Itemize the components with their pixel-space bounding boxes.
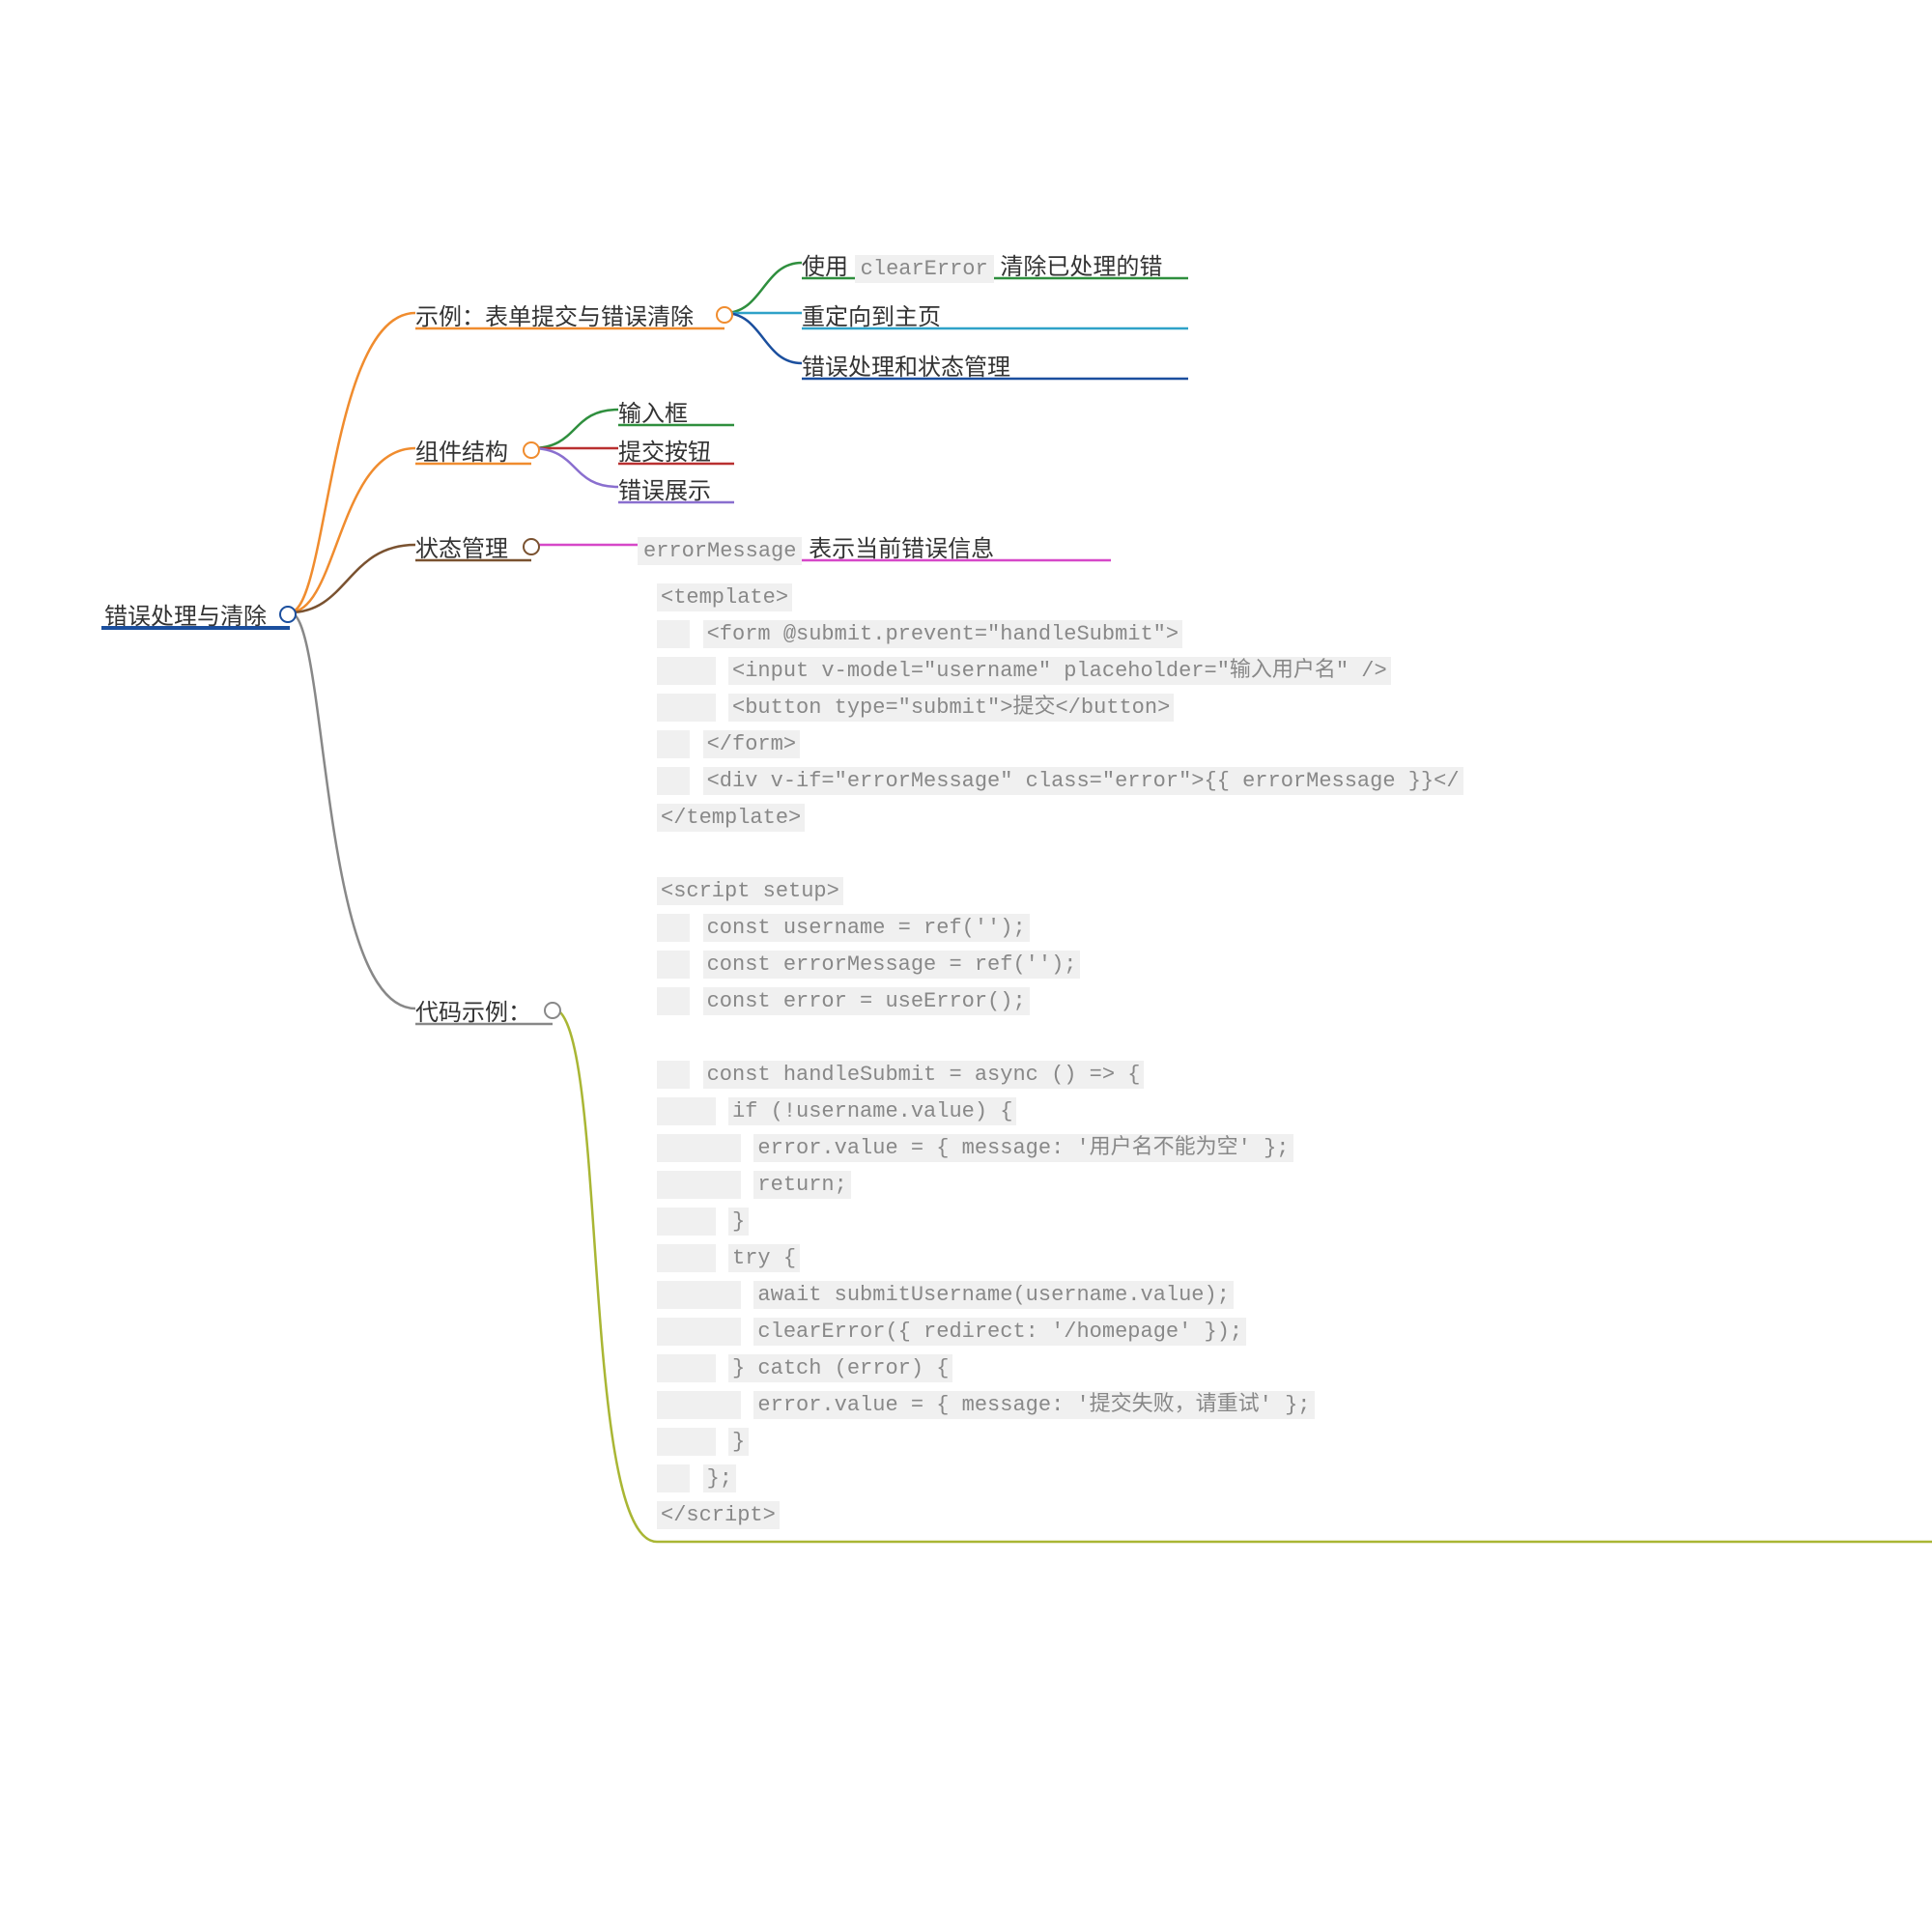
leaf-errormessage[interactable]: errorMessage 表示当前错误信息 [638, 529, 994, 563]
branch-component[interactable]: 组件结构 [415, 433, 508, 467]
leaf-clearerror[interactable]: 使用 clearError 清除已处理的错 [802, 247, 1162, 281]
root-circle [279, 606, 297, 623]
branch-component-circle [523, 441, 540, 459]
code-block: <template> <form @submit.prevent="handle… [657, 580, 1463, 1534]
branch-example-circle [716, 306, 733, 324]
leaf-input[interactable]: 输入框 [618, 394, 688, 428]
branch-code-circle [544, 1002, 561, 1019]
leaf-submit[interactable]: 提交按钮 [618, 433, 711, 467]
leaf-error-state[interactable]: 错误处理和状态管理 [802, 348, 1010, 382]
branch-state[interactable]: 状态管理 [415, 529, 508, 563]
branch-code[interactable]: 代码示例： [415, 993, 531, 1027]
branch-example[interactable]: 示例：表单提交与错误清除 [415, 298, 694, 331]
leaf-redirect[interactable]: 重定向到主页 [802, 298, 941, 331]
leaf-errordisplay[interactable]: 错误展示 [618, 471, 711, 505]
root-node[interactable]: 错误处理与清除 [104, 597, 267, 631]
branch-state-circle [523, 538, 540, 555]
